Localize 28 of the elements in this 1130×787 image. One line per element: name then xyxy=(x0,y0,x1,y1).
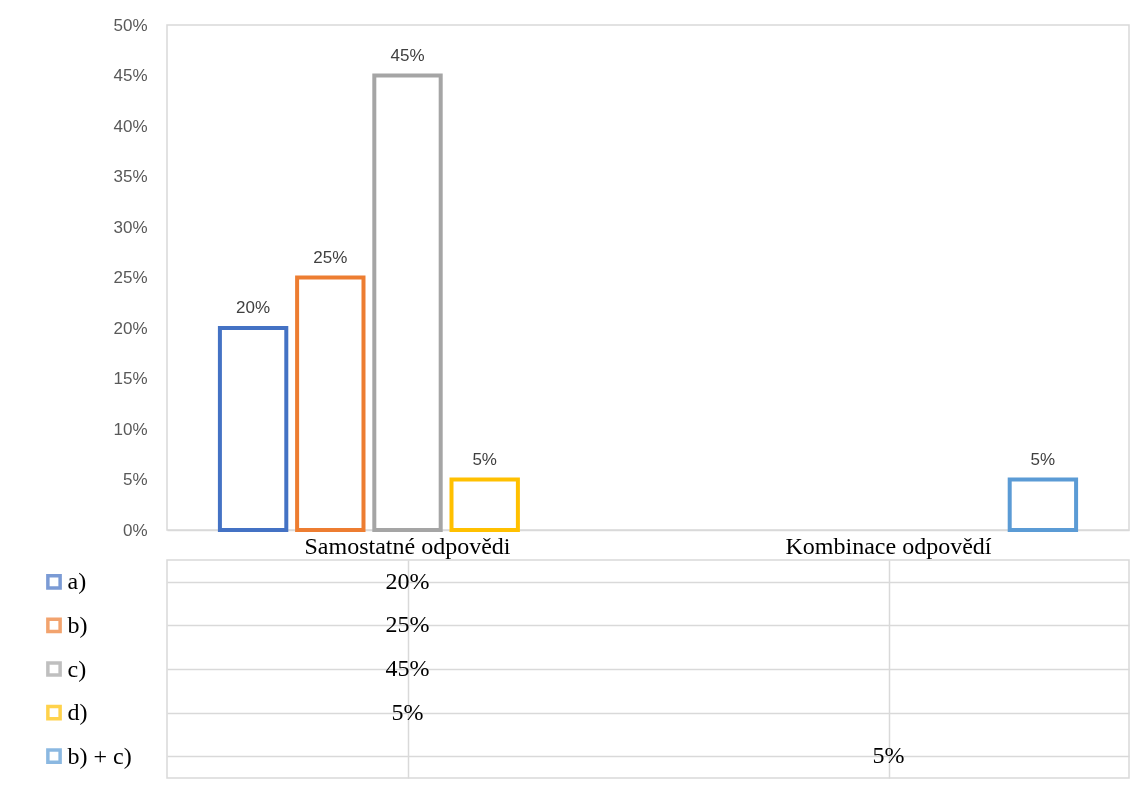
data-label: 25% xyxy=(313,247,348,267)
y-tick-label: 10% xyxy=(113,419,148,439)
y-tick-label: 40% xyxy=(113,116,148,136)
y-tick-label: 45% xyxy=(113,66,148,85)
y-tick-label: 20% xyxy=(113,318,148,338)
text: 25% xyxy=(385,611,430,638)
text: 20% xyxy=(385,567,430,594)
y-tick-label: 50% xyxy=(113,15,148,35)
data-label: 5% xyxy=(1030,449,1056,469)
y-tick-label: 30% xyxy=(113,217,148,237)
x-tick-label: Samostatné odpovědi xyxy=(304,532,511,559)
data-label: 20% xyxy=(236,298,271,317)
x-tick-label: Kombinace odpovědí xyxy=(785,532,992,559)
legend-label: b) xyxy=(67,611,88,638)
y-tick-label: 15% xyxy=(113,369,148,388)
text: 45% xyxy=(385,655,430,681)
y-tick-label: 35% xyxy=(113,167,148,186)
data-label: 5% xyxy=(472,449,497,469)
y-tick-label: 5% xyxy=(122,470,148,489)
y-tick-label: 25% xyxy=(113,268,148,287)
legend-label: d) xyxy=(67,699,88,726)
legend-label: c) xyxy=(67,655,87,682)
text: 5% xyxy=(391,698,424,725)
data-label: 45% xyxy=(390,45,425,65)
legend-label: b) + c) xyxy=(67,742,132,769)
text: 5% xyxy=(872,742,905,769)
legend-label: a) xyxy=(67,568,87,595)
y-tick-label: 0% xyxy=(122,520,148,540)
